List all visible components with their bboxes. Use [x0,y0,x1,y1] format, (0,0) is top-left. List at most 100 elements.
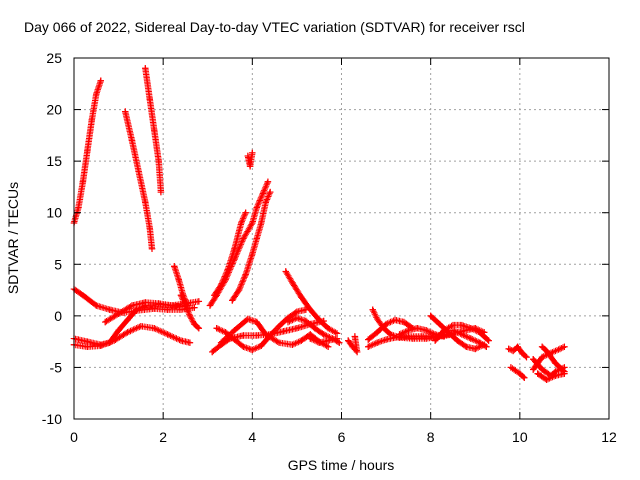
series-arc-end-2 [507,364,528,381]
data-point [512,367,519,374]
series-arc-spike [244,149,256,170]
data-point [106,306,113,313]
series-arc-end-1 [505,343,530,361]
data-point [373,329,381,336]
y-tick-label: -10 [42,411,62,427]
data-point [142,299,149,306]
series-arc-rise-3 [211,209,249,299]
data-point [485,337,492,344]
data-point [264,178,272,185]
data-markers [70,65,568,384]
series-arc-mid-6 [427,312,488,353]
data-point [405,327,412,334]
data-point [102,318,109,326]
data-point [93,302,100,309]
data-point [157,188,165,196]
data-point [387,331,394,338]
data-point [242,209,249,216]
x-tick-label: 6 [338,429,346,445]
data-point [213,325,220,332]
data-point [84,147,91,155]
data-point [467,335,474,342]
data-point [253,332,260,339]
data-point [137,322,145,330]
data-point [351,333,359,340]
data-point [483,343,490,350]
data-point [222,329,229,336]
data-point [244,315,252,323]
x-tick-label: 4 [248,429,256,445]
data-point [186,312,194,320]
data-point [146,96,153,103]
data-point [164,331,171,338]
data-point [260,188,267,196]
data-point [231,327,238,334]
marker-trace [171,263,191,309]
data-point [249,250,256,258]
data-point [365,343,372,350]
data-point [518,349,526,357]
data-point [122,108,129,115]
data-point [231,336,238,343]
series-arc-fall-1 [122,108,156,253]
chart-title: Day 066 of 2022, Sidereal Day-to-day VTE… [24,19,525,35]
series-arc-low-7 [213,306,310,354]
data-point [409,335,417,342]
data-point [396,331,403,338]
data-point [75,204,82,211]
y-tick-label: 15 [46,153,62,169]
data-point [307,306,314,313]
data-point [231,245,238,253]
data-point [142,199,149,206]
data-point [177,292,185,299]
data-point [249,346,256,354]
data-point [209,348,216,356]
data-point [289,279,296,287]
data-point [436,320,443,328]
data-point [298,337,305,344]
data-point [177,337,185,344]
data-point [302,317,310,325]
data-point [349,343,356,350]
data-point [151,127,158,134]
data-point [458,331,466,338]
x-tick-label: 10 [512,429,528,445]
data-point [556,345,564,353]
data-point [115,310,122,317]
data-point [523,353,530,361]
data-point [336,339,343,346]
data-point [142,65,149,72]
data-point [365,336,372,343]
data-point [369,306,376,313]
data-point [224,266,232,273]
series-arc-rise-1 [70,77,104,227]
data-point [240,332,247,339]
data-point [445,329,452,336]
data-point [293,314,301,322]
data-point [463,343,470,350]
data-point [275,322,283,330]
data-point [155,300,162,307]
data-point [507,364,515,371]
data-point [472,345,479,353]
data-point [135,168,142,175]
data-point [324,343,332,350]
data-point [249,219,256,227]
data-point [128,302,136,309]
data-point [293,325,301,332]
data-point [151,325,158,332]
data-point [289,341,296,348]
data-point [534,370,541,377]
axis-ticks: 0 2 4 6 8 10 12 -10 -5 0 5 10 15 20 25 [42,50,617,445]
data-point [552,372,559,379]
data-point [258,219,265,227]
data-point [382,320,390,328]
data-point [543,376,550,384]
data-point [237,219,245,227]
data-point [293,308,301,315]
data-point [146,224,153,232]
data-point [561,368,568,375]
data-point [124,329,131,336]
data-point [88,116,96,124]
